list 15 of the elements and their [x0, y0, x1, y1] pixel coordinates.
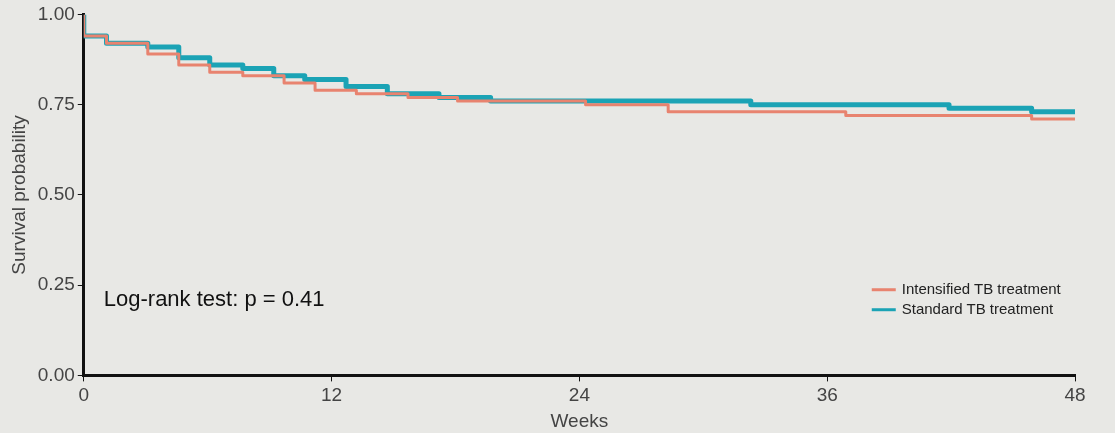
y-tick-label: 0.75: [37, 92, 75, 114]
x-tick-label: 12: [321, 384, 343, 406]
legend-label: Standard TB treatment: [901, 299, 1055, 317]
annotation: Log-rank test: p = 0.41: [103, 285, 325, 311]
y-axis-title: Survival probability: [7, 114, 29, 275]
x-tick-label: 0: [78, 384, 90, 406]
x-axis-title: Weeks: [550, 409, 609, 431]
y-tick-label: 0.25: [37, 273, 75, 295]
x-tick-label: 48: [1064, 384, 1086, 406]
legend-label: Intensified TB treatment: [901, 279, 1062, 297]
y-tick-label: 0.50: [37, 183, 75, 205]
x-tick-label: 36: [816, 384, 838, 406]
y-tick-label: 1.00: [37, 2, 75, 24]
x-tick-label: 24: [568, 384, 591, 406]
y-tick-label: 0.00: [37, 363, 75, 385]
